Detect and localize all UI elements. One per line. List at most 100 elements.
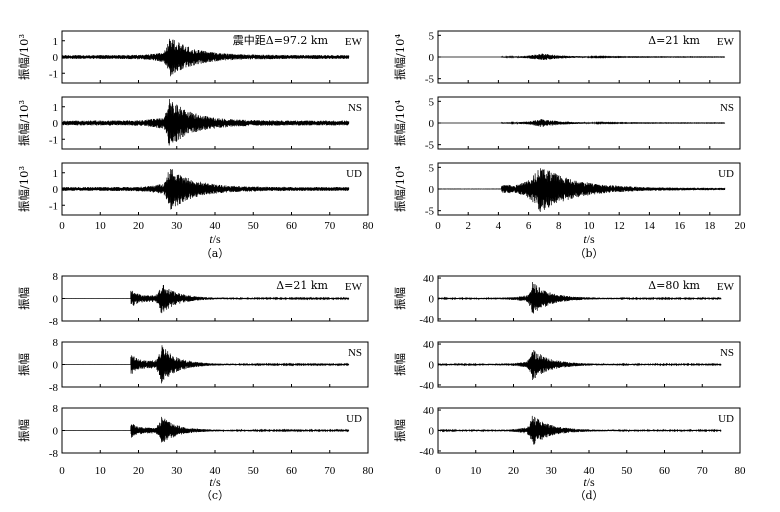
y-tick-label: 1 <box>53 102 59 114</box>
subplot-ud: -1 0 1 振幅/10³ UD <box>17 162 369 216</box>
component-label: EW <box>717 36 735 48</box>
subplot-ud: -8 0 8 振幅 UD <box>17 403 369 460</box>
y-tick-label: 8 <box>53 271 59 283</box>
panel-label: （c） <box>201 489 229 502</box>
y-tick-label: -5 <box>425 74 435 86</box>
subplot-ew: -1 0 1 振幅/10³ EW 震中距Δ=97.2 km <box>17 30 369 84</box>
y-axis-label: 振幅/10⁴ <box>393 34 407 81</box>
x-tick-label: 20 <box>508 465 520 477</box>
x-tick-label: 0 <box>59 465 65 477</box>
x-axis-label: t/s <box>209 232 221 246</box>
x-tick-label: 0 <box>435 220 441 232</box>
waveform-ud <box>437 168 726 212</box>
x-tick-label: 40 <box>210 465 222 477</box>
distance-annotation: Δ=80 km <box>648 279 700 292</box>
y-tick-label: 0 <box>429 52 435 64</box>
y-axis-label: 振幅/10⁴ <box>393 166 407 213</box>
panel-label: （b） <box>574 247 603 260</box>
y-tick-label: 0 <box>429 184 435 196</box>
y-axis-label: 振幅/10⁴ <box>393 100 407 147</box>
x-tick-label: 10 <box>470 465 482 477</box>
distance-annotation: Δ=21 km <box>648 34 700 47</box>
y-tick-label: 1 <box>53 168 59 180</box>
y-tick-label: 0 <box>429 360 435 372</box>
component-label: UD <box>718 413 734 425</box>
subplot-ew: -8 0 8 振幅 EW Δ=21 km <box>17 271 369 328</box>
subplot-ns: -1 0 1 振幅/10³ NS <box>17 96 369 150</box>
y-axis-label: 振幅 <box>393 287 407 310</box>
x-tick-label: 70 <box>697 465 709 477</box>
y-axis-label: 振幅 <box>17 287 31 310</box>
y-tick-label: -1 <box>49 68 58 80</box>
y-tick-label: -5 <box>425 206 435 218</box>
y-tick-label: -40 <box>419 446 434 458</box>
y-tick-label: 0 <box>53 294 59 306</box>
x-tick-label: 0 <box>59 220 65 232</box>
x-tick-label: 16 <box>674 220 686 232</box>
y-tick-label: -8 <box>49 316 59 328</box>
y-tick-label: 5 <box>429 30 435 42</box>
waveform-ew <box>61 284 350 314</box>
waveform-ud <box>61 168 350 210</box>
y-axis-label: 振幅/10³ <box>17 34 31 81</box>
y-axis-label: 振幅 <box>393 419 407 442</box>
x-tick-label: 70 <box>324 220 336 232</box>
y-tick-label: 0 <box>53 184 59 196</box>
y-axis-label: 振幅 <box>17 419 31 442</box>
x-tick-label: 20 <box>133 465 145 477</box>
y-tick-label: -5 <box>425 140 435 152</box>
waveform-ew <box>437 282 722 314</box>
x-tick-label: 50 <box>248 465 260 477</box>
x-axis-label: t/s <box>583 475 595 489</box>
y-tick-label: -40 <box>419 314 434 326</box>
x-tick-label: 12 <box>614 220 625 232</box>
panel-label: （d） <box>574 489 603 502</box>
y-tick-label: -8 <box>49 448 59 460</box>
y-tick-label: 8 <box>53 337 59 349</box>
x-tick-label: 0 <box>435 465 441 477</box>
x-tick-label: 20 <box>133 220 145 232</box>
y-tick-label: 0 <box>429 426 435 438</box>
component-label: EW <box>345 281 363 293</box>
y-tick-label: 5 <box>429 96 435 108</box>
y-tick-label: -1 <box>49 200 58 212</box>
y-tick-label: 40 <box>423 273 435 285</box>
subplot-ns: -40 0 40 振幅 NS <box>393 339 741 392</box>
x-tick-label: 80 <box>735 465 747 477</box>
y-axis-label: 振幅/10³ <box>17 166 31 213</box>
x-axis-label: t/s <box>209 475 221 489</box>
y-tick-label: 0 <box>429 118 435 130</box>
component-label: EW <box>345 36 363 48</box>
x-tick-label: 8 <box>556 220 562 232</box>
waveform-ns <box>437 350 722 381</box>
waveform-ud <box>437 415 722 445</box>
subplot-ud: -40 0 40 振幅 UD <box>393 405 741 458</box>
waveform-ew <box>437 53 726 61</box>
x-tick-label: 80 <box>363 220 375 232</box>
x-tick-label: 60 <box>659 465 671 477</box>
distance-annotation: Δ=21 km <box>276 279 328 292</box>
x-axis-label: t/s <box>583 232 595 246</box>
x-tick-label: 20 <box>735 220 747 232</box>
component-label: NS <box>720 347 734 359</box>
subplot-ew: -5 0 5 振幅/10⁴ EW Δ=21 km <box>393 30 741 86</box>
y-tick-label: 0 <box>53 52 59 64</box>
waveform-ns <box>61 99 350 146</box>
x-tick-label: 18 <box>704 220 716 232</box>
component-label: NS <box>720 102 734 114</box>
y-tick-label: -8 <box>49 382 59 394</box>
waveform-ns <box>437 119 726 127</box>
x-tick-label: 30 <box>546 465 558 477</box>
y-axis-label: 振幅/10³ <box>17 100 31 147</box>
y-axis-label: 振幅 <box>17 353 31 376</box>
subplot-ns: -5 0 5 振幅/10⁴ NS <box>393 96 741 152</box>
y-tick-label: 0 <box>429 294 435 306</box>
waveform-ud <box>61 416 350 443</box>
x-tick-label: 60 <box>286 220 298 232</box>
subplot-ud: -5 0 5 振幅/10⁴ UD <box>393 162 741 218</box>
x-tick-label: 70 <box>324 465 336 477</box>
